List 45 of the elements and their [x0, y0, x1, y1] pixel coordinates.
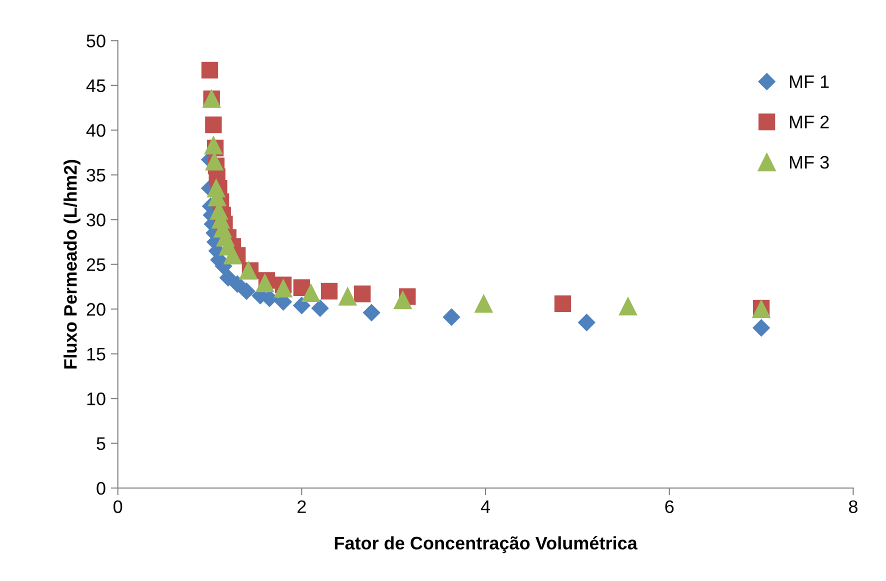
y-tick-label: 20: [86, 303, 106, 316]
point: [394, 291, 412, 310]
point: [201, 62, 218, 79]
point: [228, 275, 246, 293]
point: [618, 297, 638, 316]
point: [554, 295, 572, 312]
point: [205, 152, 224, 170]
y-tick-label: 0: [96, 482, 106, 495]
x-tick-label: 2: [298, 500, 306, 513]
point: [224, 246, 242, 264]
x-axis-title: Fator de Concentração Volumétrica: [334, 536, 638, 554]
point: [354, 286, 371, 302]
y-tick-label: 50: [86, 34, 106, 48]
x-tick-label: 6: [665, 500, 674, 514]
legend-label: MF 2: [790, 116, 829, 128]
x-tick-label: 0: [114, 500, 122, 514]
point: [362, 304, 380, 322]
point: [293, 296, 310, 314]
point: [312, 300, 329, 317]
legend-label: MF 3: [790, 156, 829, 169]
y-tick-label: 35: [86, 168, 106, 182]
point: [220, 269, 237, 286]
y-axis-title: Fluxo Permeado (L/hm2): [64, 160, 80, 368]
point: [205, 116, 222, 134]
y-tick-label: 30: [86, 214, 106, 226]
y-tick-label: 25: [86, 258, 106, 272]
y-tick-label: 10: [87, 392, 106, 406]
point: [256, 274, 274, 292]
point: [320, 282, 338, 300]
point: [338, 288, 357, 306]
point: [474, 294, 493, 313]
point: [302, 284, 320, 302]
point: [204, 136, 222, 154]
y-tick-label: 40: [86, 124, 106, 137]
x-tick-label: 8: [848, 500, 858, 514]
point: [442, 308, 460, 326]
point: [578, 314, 596, 332]
point: [752, 319, 770, 336]
y-tick-label: 45: [86, 80, 106, 92]
point: [274, 279, 292, 298]
y-tick-label: 5: [96, 437, 106, 450]
point: [238, 282, 256, 300]
legend-label: MF 1: [790, 75, 829, 88]
x-tick-label: 4: [480, 500, 490, 513]
y-tick-label: 15: [87, 348, 106, 361]
